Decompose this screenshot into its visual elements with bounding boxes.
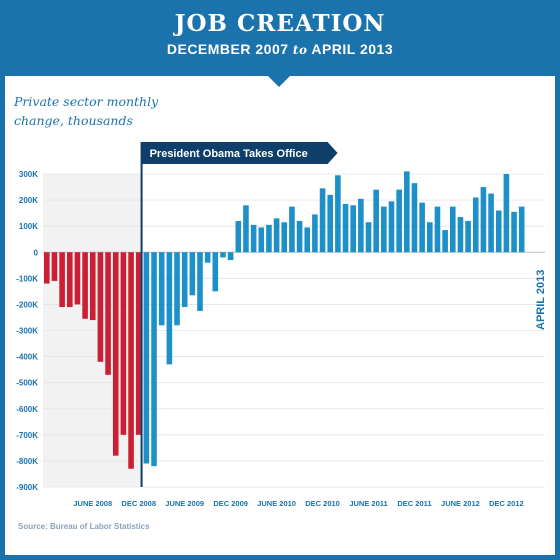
bar [503,174,510,253]
bar [258,227,265,253]
bar [266,224,272,253]
bar [204,252,211,263]
y-tick-label: -700K [16,431,38,440]
bar [365,222,372,253]
bar [419,202,425,253]
bar [495,210,502,253]
y-tick-label: 0 [34,248,39,257]
bar [518,206,525,253]
bar [388,201,395,253]
header-pointer [268,76,290,87]
bar [74,252,81,305]
bar [442,230,448,253]
bar [350,205,356,253]
bar [120,252,127,435]
annotation-flag [141,142,338,164]
bar [51,252,58,281]
y-tick-label: -400K [16,353,38,362]
bar [373,189,379,253]
bar [411,183,418,253]
x-tick-label: DEC 2011 [397,499,431,508]
bar [404,171,410,253]
bar [427,222,433,253]
bar [281,222,288,253]
end-date-label: APRIL 2013 [535,270,547,330]
bar [289,206,295,253]
bar [82,252,88,319]
y-axis-label: Private sector monthly change, thousands [14,94,159,128]
bar [128,252,134,469]
bar [381,206,387,253]
bar [181,252,188,308]
bar [166,252,173,365]
y-tick-label: 200K [19,196,38,205]
bar [158,252,165,326]
y-tick-label: -100K [16,274,38,283]
chart-title: JOB CREATION [174,10,386,37]
y-tick-label: -500K [16,379,38,388]
bar [335,175,341,253]
subtitle-connector: to [292,43,308,57]
bar [434,206,441,253]
bar [89,252,96,321]
x-tick-label: DEC 2008 [121,499,156,508]
bar [296,220,303,253]
bar [66,252,73,308]
bar [488,193,494,253]
bar [327,194,334,253]
bar [250,224,257,253]
bar [174,252,180,326]
bar [243,205,249,253]
bar [189,252,196,296]
subtitle-start: DECEMBER 2007 [166,41,289,57]
bar [472,197,479,253]
bar [396,189,402,253]
y-tick-label: 300K [19,170,38,179]
x-tick-label: JUNE 2009 [165,499,204,508]
bar [312,214,318,253]
bar [59,252,65,308]
subtitle-end: APRIL 2013 [311,41,394,57]
bar [465,220,471,253]
x-tick-label: DEC 2009 [213,499,248,508]
bar [135,252,142,435]
annotation-label: President Obama Takes Office [150,148,308,160]
x-tick-label: JUNE 2010 [257,499,296,508]
bar [197,252,203,311]
bar [480,187,487,253]
bar [358,198,364,253]
bar [112,252,119,456]
header: JOB CREATION DECEMBER 2007 to APRIL 2013 [0,0,560,76]
bar [105,252,111,375]
x-tick-label: JUNE 2012 [441,499,480,508]
bar [44,252,50,284]
x-tick-label: JUNE 2011 [349,499,387,508]
bar [143,252,150,464]
bar [235,220,242,253]
x-tick-label: JUNE 2008 [73,499,112,508]
x-tick-label: DEC 2010 [305,499,340,508]
bar [319,188,326,253]
y-tick-label: -300K [16,327,38,336]
bar [273,218,280,253]
y-tick-label: -800K [16,457,38,466]
bar [220,252,226,258]
bar [304,227,311,253]
y-tick-label: 100K [19,222,38,231]
bar [97,252,104,362]
y-tick-label: -900K [16,483,38,492]
bar [457,217,464,253]
y-tick-label: -600K [16,405,38,414]
bar [342,203,349,253]
bar [227,252,234,261]
chart-subtitle: DECEMBER 2007 to APRIL 2013 [0,41,560,57]
y-tick-label: -200K [16,300,38,309]
bar [449,206,456,253]
bar [212,252,219,292]
x-tick-label: DEC 2012 [489,499,524,508]
source-note: Source: Bureau of Labor Statistics [18,522,150,531]
bar [151,252,157,467]
bar [511,211,517,253]
